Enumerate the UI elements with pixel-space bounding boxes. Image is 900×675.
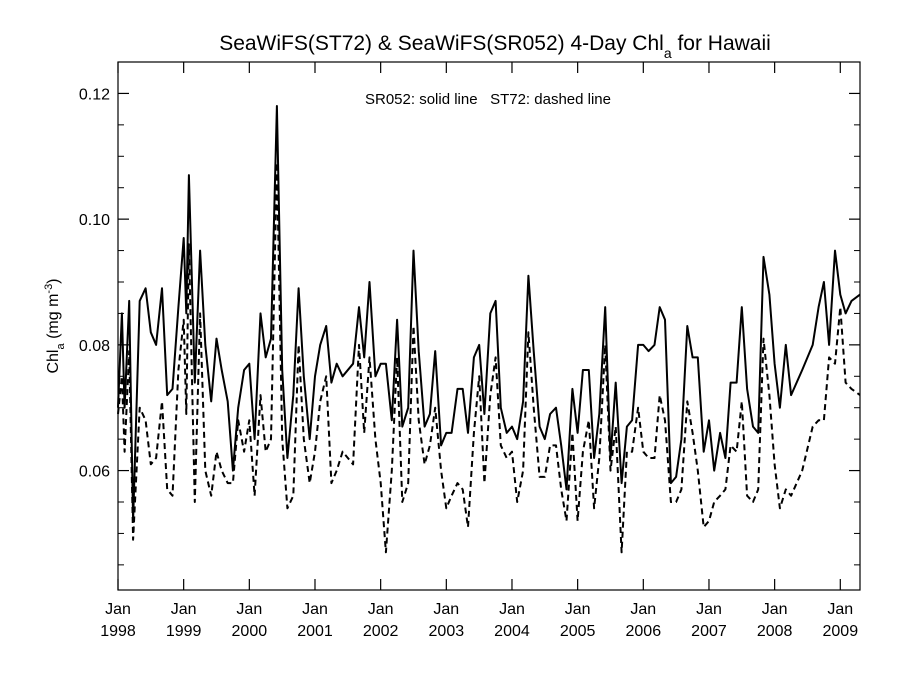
y-axis-label-main: Chl <box>45 350 62 374</box>
x-tick-label-year: 2004 <box>494 623 530 640</box>
x-tick-label-month: Jan <box>302 601 328 618</box>
x-tick-label-year: 2009 <box>823 623 859 640</box>
x-tick-label-month: Jan <box>565 601 591 618</box>
x-tick-label-year: 2008 <box>757 623 793 640</box>
x-tick-label-year: 2007 <box>691 623 727 640</box>
x-tick-label-month: Jan <box>762 601 788 618</box>
axis-ticks: 0.06 0.08 0.10 0.12 Jan 1998 Jan 1999 Jan 2000 Jan… <box>79 62 860 640</box>
y-axis-label: Chla (mg m-3) <box>43 278 67 373</box>
x-tick-label-year: 2000 <box>232 623 268 640</box>
y-tick-label: 0.10 <box>79 212 110 229</box>
x-tick-label-month: Jan <box>827 601 853 618</box>
x-tick-label-month: Jan <box>105 601 131 618</box>
x-tick-label-year: 2006 <box>626 623 662 640</box>
plot-frame <box>117 61 861 591</box>
legend-annotation: SR052: solid line ST72: dashed line <box>365 91 611 108</box>
x-tick-label-month: Jan <box>236 601 262 618</box>
x-tick-label-year: 2002 <box>363 623 399 640</box>
chart-title: SeaWiFS(ST72) & SeaWiFS(SR052) 4-Day Chl… <box>219 32 771 61</box>
x-tick-label-month: Jan <box>433 601 459 618</box>
x-tick-label-month: Jan <box>630 601 656 618</box>
data-series <box>117 105 861 554</box>
x-tick-label-month: Jan <box>368 601 394 618</box>
y-tick-label: 0.06 <box>79 464 110 481</box>
y-tick-label: 0.08 <box>79 338 110 355</box>
y-axis-label-superscript: -3 <box>43 284 55 294</box>
x-tick-label-year: 2005 <box>560 623 596 640</box>
y-axis-label-subscript: a <box>55 343 67 350</box>
x-tick-label-year: 2001 <box>297 623 333 640</box>
x-tick-label-month: Jan <box>696 601 722 618</box>
x-tick-label-year: 1999 <box>166 623 202 640</box>
x-tick-label-month: Jan <box>171 601 197 618</box>
chart-title-main: SeaWiFS(ST72) & SeaWiFS(SR052) 4-Day Chl <box>219 32 664 55</box>
x-tick-label-year: 1998 <box>100 623 136 640</box>
x-tick-label-year: 2003 <box>429 623 465 640</box>
series-sr052-solid-line <box>117 105 861 522</box>
y-axis-label-units: (mg m <box>45 294 62 344</box>
series-st72-dashed-line <box>117 161 861 554</box>
chart-title-subscript: a <box>664 45 672 61</box>
y-tick-label: 0.12 <box>79 86 110 103</box>
y-axis-label-close: ) <box>45 278 62 283</box>
x-tick-label-month: Jan <box>499 601 525 618</box>
chart-title-tail: for Hawaii <box>672 32 771 55</box>
